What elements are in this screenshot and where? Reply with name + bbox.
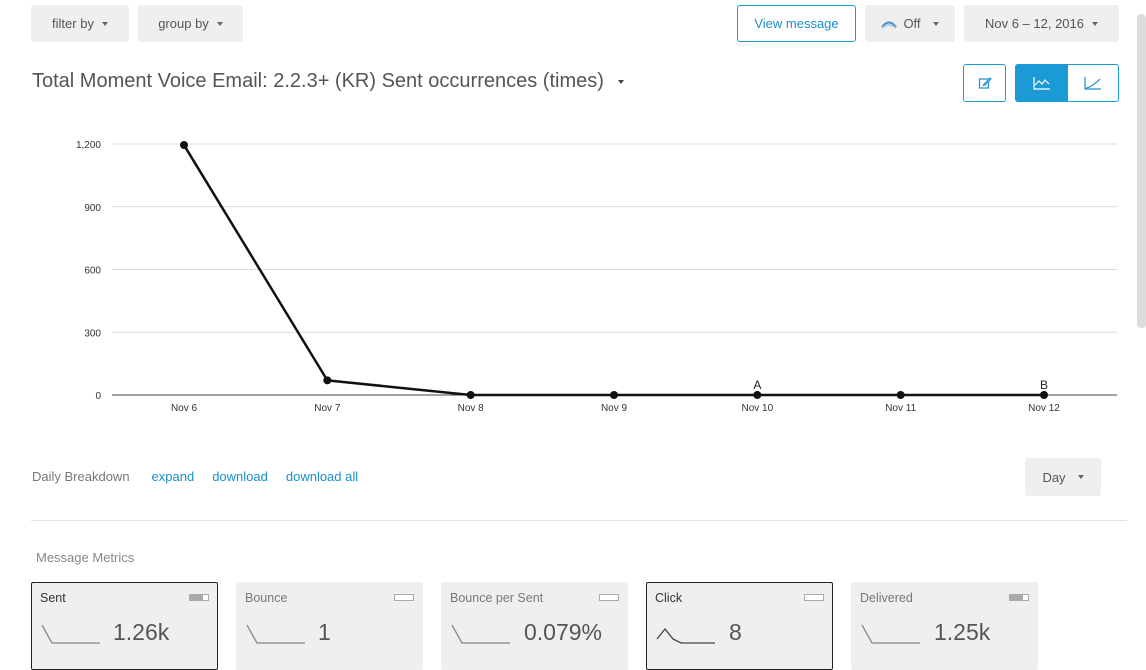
edit-button[interactable] [963, 64, 1006, 102]
x-tick-label: Nov 12 [1028, 403, 1060, 414]
metric-name: Sent [40, 591, 66, 605]
metric-toggle-icon[interactable] [804, 594, 824, 601]
metric-name: Delivered [860, 591, 913, 605]
divider [31, 520, 1127, 521]
data-point [896, 391, 905, 399]
metric-card[interactable]: Click 8 [646, 582, 833, 670]
line-chart-button[interactable] [1015, 64, 1068, 102]
data-point [1040, 391, 1048, 399]
data-point [753, 391, 762, 399]
metric-card[interactable]: Bounce 1 [236, 582, 423, 670]
area-chart-button[interactable] [1067, 64, 1119, 102]
metric-toggle-icon[interactable] [189, 594, 209, 601]
sparkline-icon [656, 627, 715, 644]
view-message-label: View message [754, 16, 839, 31]
metric-value: 0.079% [524, 619, 603, 645]
sparkline-icon [861, 624, 920, 644]
download-link[interactable]: download [212, 469, 268, 484]
metric-card[interactable]: Bounce per Sent 0.079% [441, 582, 628, 670]
chart-title-text: Total Moment Voice Email: 2.2.3+ (KR) Se… [32, 70, 604, 92]
daily-breakdown-label: Daily Breakdown [32, 469, 130, 484]
data-point [323, 376, 332, 385]
filter-by-label: filter by [52, 16, 94, 31]
chevron-down-icon [216, 21, 223, 26]
x-tick-label: Nov 8 [458, 403, 485, 414]
x-tick-label: Nov 10 [741, 403, 773, 414]
interval-label: Day [1042, 469, 1066, 485]
date-range-button[interactable]: Nov 6 – 12, 2016 [964, 5, 1119, 42]
x-tick-label: Nov 7 [314, 403, 341, 414]
y-tick-label: 0 [95, 391, 101, 402]
breakdown-bar: Daily Breakdown expand download download… [32, 469, 358, 484]
download-all-link[interactable]: download all [285, 469, 359, 484]
metric-card[interactable]: Delivered 1.25k [851, 582, 1038, 670]
line-chart: 0 300 600 900 1,200 Nov 6 Nov 7 Nov 8 Nov 9 Nov 1… [76, 140, 1117, 414]
metric-name: Bounce per Sent [450, 591, 544, 605]
y-tick-label: 600 [84, 266, 101, 277]
metric-value: 1.26k [113, 619, 170, 645]
chevron-down-icon [101, 21, 108, 26]
expand-link[interactable]: expand [151, 469, 195, 484]
interval-select[interactable]: Day [1025, 458, 1101, 496]
series-line [182, 144, 1044, 397]
sparkline-icon [246, 624, 305, 644]
chevron-down-icon [1092, 21, 1099, 26]
metric-value: 1 [318, 619, 331, 645]
annotation-label: A [753, 378, 761, 392]
date-range-label: Nov 6 – 12, 2016 [984, 16, 1085, 31]
data-point [180, 141, 188, 150]
compare-toggle-button[interactable]: Off [865, 5, 955, 42]
x-tick-label: Nov 6 [171, 403, 198, 414]
metric-value: 1.25k [934, 619, 991, 645]
sparkline-icon [41, 624, 100, 644]
metric-toggle-icon[interactable] [1009, 594, 1029, 601]
metric-name: Bounce [245, 591, 288, 605]
view-message-button[interactable]: View message [737, 5, 856, 42]
chevron-down-icon [617, 79, 624, 84]
chart-title[interactable]: Total Moment Voice Email: 2.2.3+ (KR) Se… [32, 70, 624, 93]
line-chart-icon [1032, 77, 1050, 90]
data-point [466, 391, 475, 399]
compare-label: Off [903, 16, 921, 31]
chevron-down-icon [1077, 475, 1084, 479]
filter-by-button[interactable]: filter by [31, 5, 129, 42]
message-metrics-label: Message Metrics [36, 550, 135, 565]
metric-card[interactable]: Sent 1.26k [31, 582, 218, 670]
y-tick-label: 1,200 [76, 140, 101, 151]
data-point [610, 391, 618, 399]
annotation-label: B [1040, 378, 1048, 392]
compare-icon [881, 21, 898, 29]
metric-toggle-icon[interactable] [599, 594, 619, 601]
metric-toggle-icon[interactable] [394, 594, 414, 601]
y-tick-label: 900 [84, 203, 101, 214]
edit-icon [978, 77, 992, 89]
area-chart-icon [1084, 77, 1101, 90]
group-by-button[interactable]: group by [138, 5, 243, 42]
x-tick-label: Nov 9 [601, 403, 628, 414]
y-tick-label: 300 [84, 328, 101, 339]
group-by-label: group by [158, 16, 209, 31]
chevron-down-icon [932, 21, 939, 26]
metric-value: 8 [729, 619, 742, 645]
sparkline-icon [451, 624, 510, 644]
x-tick-label: Nov 11 [885, 403, 916, 414]
metric-name: Click [655, 591, 683, 605]
scrollbar[interactable] [1137, 14, 1146, 328]
